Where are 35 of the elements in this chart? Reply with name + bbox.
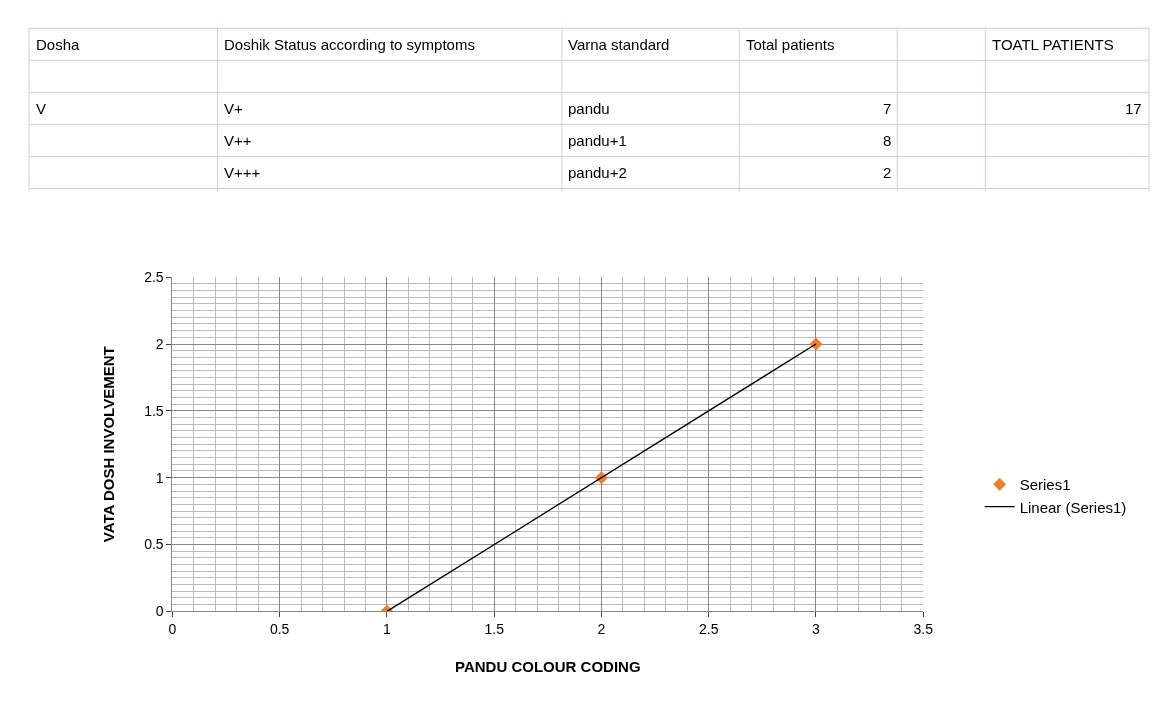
- text: pandu+2: [568, 164, 627, 181]
- text: V+: [224, 100, 243, 117]
- text: 2: [883, 164, 892, 181]
- x-tick-label: 0: [168, 621, 177, 638]
- y-tick-label: 2: [155, 335, 164, 352]
- legend-label: Linear (Series1): [1019, 498, 1127, 516]
- x-tick-label: 1.5: [484, 621, 505, 638]
- text: pandu: [568, 100, 610, 117]
- category-label: Doshik Status according to symptoms: [224, 36, 475, 53]
- x-tick-label: 2: [597, 621, 606, 638]
- text: 7: [883, 100, 892, 117]
- x-tick-label: 2.5: [698, 621, 719, 638]
- text: pandu+1: [568, 132, 627, 149]
- category-label: Total patients: [746, 36, 835, 53]
- y-tick-label: 1.5: [144, 402, 164, 419]
- text: 17: [1125, 100, 1142, 117]
- category-label: Dosha: [36, 36, 81, 53]
- y-tick-label: 1: [155, 469, 164, 486]
- x-tick-label: 3.5: [913, 621, 934, 638]
- legend-label: Series1: [1019, 476, 1071, 493]
- text: V: [36, 100, 47, 117]
- x-axis-title: PANDU COLOUR CODING: [455, 658, 641, 676]
- category-label: TOATL PATIENTS: [992, 36, 1114, 53]
- y-tick-label: 0.5: [144, 536, 164, 553]
- category-label: Varna standard: [568, 36, 670, 53]
- x-tick-label: 3: [812, 621, 821, 638]
- text: 8: [883, 132, 892, 149]
- text: V++: [224, 132, 252, 149]
- y-tick-label: 0: [155, 603, 164, 620]
- y-axis-title: VATA DOSH INVOLVEMENT: [100, 346, 118, 543]
- y-tick-label: 2.5: [144, 269, 164, 286]
- x-tick-label: 0.5: [269, 621, 290, 638]
- x-tick-label: 1: [383, 621, 392, 638]
- text: V+++: [224, 164, 261, 181]
- point: [809, 337, 823, 351]
